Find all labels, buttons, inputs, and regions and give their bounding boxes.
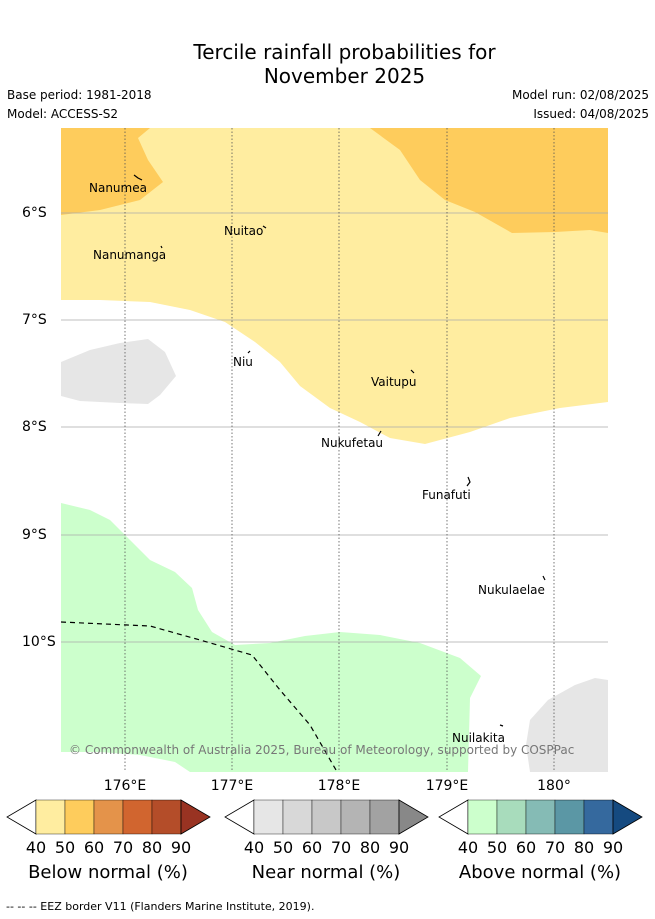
above-tick-70: 70 bbox=[544, 838, 566, 857]
above-tick-40: 40 bbox=[457, 838, 479, 857]
model-run: Model run: 02/08/2025 bbox=[511, 88, 649, 102]
colorbar-below-normal bbox=[6, 799, 211, 835]
above-normal-swatch-80 bbox=[583, 799, 614, 835]
eez-footnote: -- -- -- EEZ border V11 (Flanders Marine… bbox=[6, 900, 315, 913]
below-tick-70: 70 bbox=[112, 838, 134, 857]
lon-label-176e: 176°E bbox=[103, 778, 147, 794]
model-name: Model: ACCESS-S2 bbox=[7, 107, 119, 121]
near-tick-80: 80 bbox=[359, 838, 381, 857]
base-period: Base period: 1981-2018 bbox=[7, 88, 152, 102]
below-tick-80: 80 bbox=[141, 838, 163, 857]
below-normal-swatch-60 bbox=[93, 799, 124, 835]
near-normal-swatch-50 bbox=[282, 799, 313, 835]
lon-label-179e: 179°E bbox=[425, 778, 469, 794]
above-tick-50: 50 bbox=[486, 838, 508, 857]
issued-date: Issued: 04/08/2025 bbox=[533, 107, 649, 121]
above-normal-swatch-70 bbox=[554, 799, 585, 835]
lon-label-180: 180° bbox=[537, 778, 571, 794]
place-label-nukulaelae: Nukulaelae bbox=[478, 583, 545, 597]
place-label-nuitao: Nuitao bbox=[224, 224, 264, 238]
below-normal-under-arrow bbox=[6, 799, 37, 835]
below-tick-40: 40 bbox=[25, 838, 47, 857]
below-normal-swatch-80 bbox=[151, 799, 182, 835]
below-normal-50-region-east bbox=[370, 128, 608, 233]
place-label-funafuti: Funafuti bbox=[422, 488, 471, 502]
place-label-nukufetau: Nukufetau bbox=[321, 436, 384, 450]
near-normal-swatch-70 bbox=[340, 799, 371, 835]
near-normal-over-arrow bbox=[398, 799, 429, 835]
below-tick-50: 50 bbox=[54, 838, 76, 857]
near-tick-70: 70 bbox=[330, 838, 352, 857]
above-normal-swatch-50 bbox=[496, 799, 527, 835]
below-normal-label: Below normal (%) bbox=[28, 862, 188, 883]
near-normal-40-region-west bbox=[61, 339, 176, 404]
below-normal-50-region-west bbox=[61, 128, 163, 215]
below-normal-swatch-40 bbox=[35, 799, 66, 835]
above-normal-swatch-60 bbox=[525, 799, 556, 835]
near-normal-label: Near normal (%) bbox=[251, 862, 401, 883]
below-tick-60: 60 bbox=[83, 838, 105, 857]
place-label-vaitupu: Vaitupu bbox=[371, 375, 417, 389]
near-normal-swatch-80 bbox=[369, 799, 400, 835]
place-label-nuilakita: Nuilakita bbox=[452, 731, 505, 745]
lat-label-10s: 10°S bbox=[22, 634, 56, 650]
above-normal-under-arrow bbox=[438, 799, 469, 835]
title-line-1: Tercile rainfall probabilities for bbox=[193, 40, 496, 64]
map-title: Tercile rainfall probabilities for Novem… bbox=[0, 40, 655, 88]
above-normal-swatch-40 bbox=[467, 799, 498, 835]
below-tick-90: 90 bbox=[170, 838, 192, 857]
above-tick-60: 60 bbox=[515, 838, 537, 857]
place-label-nanumea: Nanumea bbox=[89, 181, 147, 195]
lat-label-9s: 9°S bbox=[22, 527, 47, 543]
island-shapes bbox=[133, 174, 546, 727]
above-normal-40-region bbox=[61, 503, 481, 772]
near-normal-40-region-south bbox=[526, 678, 608, 772]
longitude-gridlines bbox=[124, 128, 555, 772]
near-tick-90: 90 bbox=[388, 838, 410, 857]
lat-label-7s: 7°S bbox=[22, 312, 47, 328]
near-tick-60: 60 bbox=[301, 838, 323, 857]
lat-label-8s: 8°S bbox=[22, 419, 47, 435]
above-tick-90: 90 bbox=[602, 838, 624, 857]
near-normal-swatch-60 bbox=[311, 799, 342, 835]
place-label-nanumanga: Nanumanga bbox=[93, 248, 167, 262]
place-label-niu: Niu bbox=[233, 355, 253, 369]
near-tick-40: 40 bbox=[243, 838, 265, 857]
near-tick-50: 50 bbox=[272, 838, 294, 857]
above-normal-over-arrow bbox=[612, 799, 643, 835]
below-normal-swatch-70 bbox=[122, 799, 153, 835]
above-tick-80: 80 bbox=[573, 838, 595, 857]
latitude-gridlines bbox=[61, 212, 608, 643]
copyright-notice: © Commonwealth of Australia 2025, Bureau… bbox=[69, 743, 575, 757]
near-normal-under-arrow bbox=[224, 799, 255, 835]
below-normal-swatch-50 bbox=[64, 799, 95, 835]
title-line-2: November 2025 bbox=[263, 64, 426, 88]
lon-label-178e: 178°E bbox=[317, 778, 361, 794]
below-normal-over-arrow bbox=[180, 799, 211, 835]
above-normal-label: Above normal (%) bbox=[458, 862, 622, 883]
lon-label-177e: 177°E bbox=[210, 778, 254, 794]
near-normal-swatch-40 bbox=[253, 799, 284, 835]
lat-label-6s: 6°S bbox=[22, 205, 47, 221]
colorbar-near-normal bbox=[224, 799, 429, 835]
colorbar-above-normal bbox=[438, 799, 643, 835]
